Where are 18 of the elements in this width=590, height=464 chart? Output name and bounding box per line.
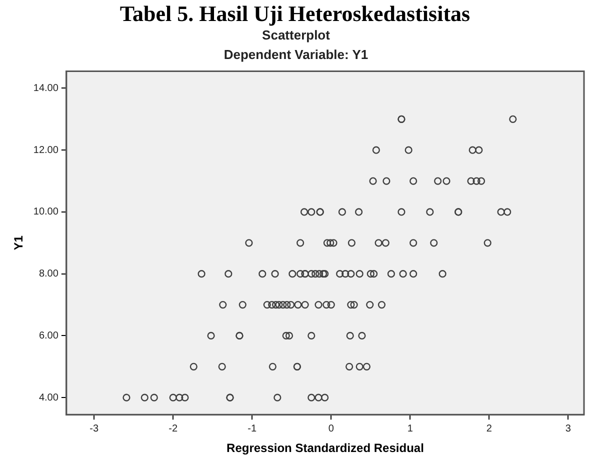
chart-title: Scatterplot bbox=[262, 27, 331, 42]
x-tick-label: -3 bbox=[90, 423, 99, 434]
x-tick-label: -2 bbox=[168, 423, 178, 434]
text: Tabel 5. Hasil Uji Heteroskedastisitas bbox=[118, 0, 472, 28]
x-tick-label: 2 bbox=[486, 423, 492, 434]
x-tick-label: 0 bbox=[328, 423, 334, 434]
y-axis-title: Y1 bbox=[12, 235, 26, 250]
x-tick-label: 3 bbox=[565, 423, 572, 434]
y-tick-label: 12.00 bbox=[33, 144, 59, 156]
chart-subtitle: Dependent Variable: Y1 bbox=[224, 46, 368, 62]
y-tick-label: 10.00 bbox=[33, 206, 59, 218]
x-tick-label: -1 bbox=[248, 423, 257, 434]
y-tick-label: 8.00 bbox=[38, 268, 59, 280]
y-tick-label: 14.00 bbox=[33, 82, 59, 94]
x-tick-label: 1 bbox=[407, 423, 414, 434]
y-tick-label: 6.00 bbox=[38, 330, 59, 342]
x-axis-title: Regression Standardized Residual bbox=[226, 441, 424, 456]
y-tick-label: 4.00 bbox=[38, 392, 59, 404]
